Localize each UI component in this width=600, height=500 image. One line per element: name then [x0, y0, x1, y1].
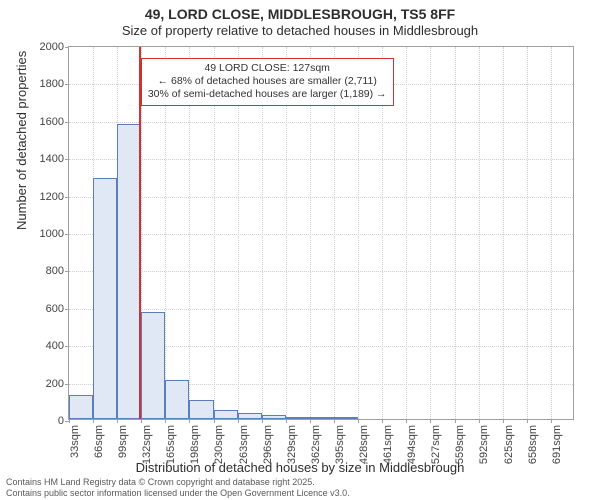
- x-tick-label: 263sqm: [238, 425, 250, 464]
- x-tick-mark: [93, 419, 94, 423]
- grid-line-v: [430, 47, 431, 419]
- x-tick-mark: [430, 419, 431, 423]
- annotation-line1: 49 LORD CLOSE: 127sqm: [148, 62, 387, 75]
- x-tick-label: 527sqm: [430, 425, 442, 464]
- x-tick-mark: [69, 419, 70, 423]
- grid-line-h: [69, 197, 573, 198]
- x-tick-label: 691sqm: [551, 425, 563, 464]
- x-tick-mark: [310, 419, 311, 423]
- histogram-bar: [286, 417, 310, 419]
- x-tick-label: 329sqm: [286, 425, 298, 464]
- plot-area: 020040060080010001200140016001800200033s…: [68, 46, 574, 420]
- x-tick-mark: [189, 419, 190, 423]
- x-tick-mark: [455, 419, 456, 423]
- x-tick-mark: [406, 419, 407, 423]
- title-block: 49, LORD CLOSE, MIDDLESBROUGH, TS5 8FF S…: [0, 0, 600, 38]
- histogram-bar: [310, 417, 334, 419]
- x-tick-label: 198sqm: [189, 425, 201, 464]
- plot-wrap: 020040060080010001200140016001800200033s…: [68, 46, 574, 420]
- x-tick-mark: [117, 419, 118, 423]
- x-tick-mark: [262, 419, 263, 423]
- x-tick-label: 461sqm: [382, 425, 394, 464]
- x-tick-label: 395sqm: [334, 425, 346, 464]
- x-tick-mark: [479, 419, 480, 423]
- x-tick-label: 362sqm: [310, 425, 322, 464]
- grid-line-v: [479, 47, 480, 419]
- grid-line-v: [551, 47, 552, 419]
- x-tick-label: 625sqm: [503, 425, 515, 464]
- x-tick-mark: [165, 419, 166, 423]
- y-tick-label: 0: [58, 415, 69, 427]
- footer-line2: Contains public sector information licen…: [6, 488, 350, 498]
- x-tick-label: 592sqm: [479, 425, 491, 464]
- annotation-box: 49 LORD CLOSE: 127sqm← 68% of detached h…: [141, 58, 394, 105]
- histogram-bar: [214, 410, 238, 419]
- grid-line-h: [69, 309, 573, 310]
- x-tick-label: 658sqm: [527, 425, 539, 464]
- x-tick-mark: [286, 419, 287, 423]
- histogram-bar: [262, 415, 286, 419]
- x-tick-label: 165sqm: [165, 425, 177, 464]
- y-tick-label: 1400: [40, 153, 69, 165]
- grid-line-v: [406, 47, 407, 419]
- y-tick-label: 1000: [40, 228, 69, 240]
- histogram-bar: [189, 400, 213, 419]
- annotation-line2: ← 68% of detached houses are smaller (2,…: [148, 75, 387, 88]
- histogram-bar: [93, 178, 117, 419]
- grid-line-v: [527, 47, 528, 419]
- grid-line-v: [455, 47, 456, 419]
- x-tick-mark: [358, 419, 359, 423]
- grid-line-h: [69, 159, 573, 160]
- x-tick-mark: [382, 419, 383, 423]
- x-tick-mark: [334, 419, 335, 423]
- x-tick-label: 33sqm: [69, 425, 81, 458]
- histogram-bar: [69, 395, 93, 419]
- footer-line1: Contains HM Land Registry data © Crown c…: [6, 477, 350, 487]
- y-tick-label: 600: [46, 303, 69, 315]
- y-tick-label: 400: [46, 340, 69, 352]
- grid-line-h: [69, 234, 573, 235]
- x-tick-label: 99sqm: [117, 425, 129, 458]
- histogram-bar: [141, 312, 165, 419]
- x-tick-label: 559sqm: [455, 425, 467, 464]
- x-tick-mark: [238, 419, 239, 423]
- x-tick-label: 428sqm: [358, 425, 370, 464]
- annotation-line3: 30% of semi-detached houses are larger (…: [148, 88, 387, 101]
- y-tick-label: 1200: [40, 191, 69, 203]
- x-tick-label: 132sqm: [141, 425, 153, 464]
- histogram-bar: [334, 417, 358, 419]
- x-tick-mark: [141, 419, 142, 423]
- title-address: 49, LORD CLOSE, MIDDLESBROUGH, TS5 8FF: [0, 6, 600, 23]
- y-tick-label: 1800: [40, 78, 69, 90]
- y-tick-label: 800: [46, 265, 69, 277]
- histogram-bar: [238, 413, 262, 419]
- x-tick-mark: [527, 419, 528, 423]
- grid-line-h: [69, 122, 573, 123]
- chart-container: 49, LORD CLOSE, MIDDLESBROUGH, TS5 8FF S…: [0, 0, 600, 500]
- histogram-bar: [165, 380, 189, 419]
- histogram-bar: [117, 124, 141, 419]
- y-tick-label: 2000: [40, 41, 69, 53]
- title-subtitle: Size of property relative to detached ho…: [0, 23, 600, 39]
- x-tick-label: 494sqm: [406, 425, 418, 464]
- y-tick-label: 1600: [40, 116, 69, 128]
- grid-line-h: [69, 271, 573, 272]
- x-tick-mark: [503, 419, 504, 423]
- x-tick-mark: [551, 419, 552, 423]
- footer-attribution: Contains HM Land Registry data © Crown c…: [6, 477, 350, 498]
- x-tick-label: 296sqm: [262, 425, 274, 464]
- x-axis-label: Distribution of detached houses by size …: [0, 460, 600, 475]
- x-tick-mark: [214, 419, 215, 423]
- y-axis-label: Number of detached properties: [14, 51, 29, 230]
- grid-line-v: [503, 47, 504, 419]
- x-tick-label: 66sqm: [93, 425, 105, 458]
- y-tick-label: 200: [46, 378, 69, 390]
- x-tick-label: 230sqm: [214, 425, 226, 464]
